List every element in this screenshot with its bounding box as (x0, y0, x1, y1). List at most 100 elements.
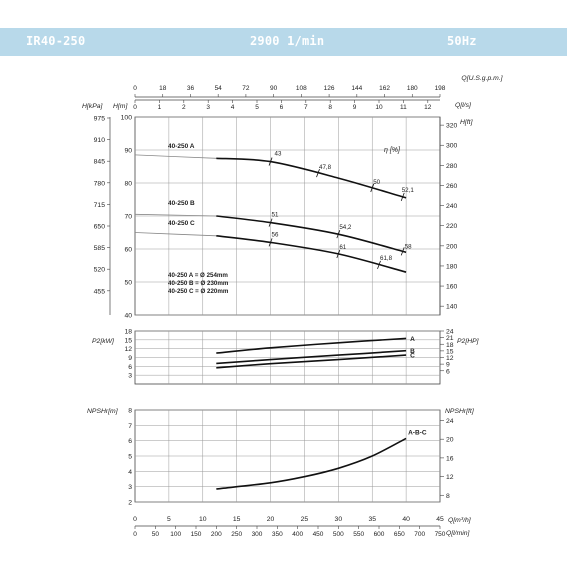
kpa-tick-label: 780 (94, 180, 106, 187)
impeller-legend-line: 40-250 B = Ø 230mm (168, 280, 229, 287)
ls-tick-label: 4 (231, 104, 235, 111)
ft-tick-label: 140 (446, 304, 458, 311)
q-lmin-tick-label: 350 (272, 531, 283, 538)
efficiency-mark-label: 51 (272, 212, 279, 219)
ls-tick-label: 0 (133, 104, 137, 111)
power-kw-tick: 6 (128, 364, 132, 371)
header-bar: IR40-250 2900 1/min 50Hz (0, 28, 567, 56)
q-m3h-tick-label: 40 (402, 516, 410, 523)
kpa-tick-label: 845 (94, 159, 106, 166)
q-m3h-tick-label: 25 (301, 516, 309, 523)
ls-tick-label: 7 (304, 104, 308, 111)
gpm-tick-label: 54 (215, 85, 223, 92)
efficiency-tick (268, 218, 273, 227)
q-m3h-axis-label: Q[m³/h] (448, 517, 472, 524)
head-m-tick: 70 (124, 214, 132, 221)
power-series-label: C (410, 353, 415, 360)
kpa-axis-label: H[kPa] (82, 103, 104, 110)
gpm-tick-label: 0 (133, 85, 137, 92)
ft-tick-label: 200 (446, 243, 458, 250)
head-series-label: 40-250 B (168, 200, 195, 207)
head-curve-40-250-a (216, 157, 407, 199)
efficiency-mark-label: 56 (272, 231, 279, 238)
ls-tick-label: 2 (182, 104, 186, 111)
power-curve-a (216, 337, 407, 354)
head-m-axis-label: H[m] (113, 103, 128, 110)
kpa-tick-label: 910 (94, 137, 106, 144)
q-lmin-tick-label: 100 (170, 531, 181, 538)
ls-tick-label: 10 (375, 104, 383, 111)
pump-model: IR40-250 (26, 34, 86, 48)
kpa-tick-label: 650 (94, 224, 106, 231)
power-kw-tick: 9 (128, 355, 132, 362)
ls-tick-label: 1 (158, 104, 162, 111)
ft-tick-label: 160 (446, 284, 458, 291)
power-hp-tick-label: 24 (446, 329, 454, 336)
efficiency-tick (400, 192, 405, 202)
kpa-tick-label: 975 (94, 116, 106, 123)
npsh-m-tick: 8 (128, 408, 132, 415)
npsh-m-axis-label: NPSHr[m] (87, 408, 119, 415)
efficiency-mark-label: 61 (339, 244, 346, 251)
q-lmin-tick-label: 750 (435, 531, 446, 538)
q-m3h-tick-label: 30 (335, 516, 343, 523)
ft-tick-label: 320 (446, 123, 458, 130)
q-lmin-tick-label: 450 (313, 531, 324, 538)
ls-tick-label: 3 (206, 104, 210, 111)
ft-tick-label: 240 (446, 203, 458, 210)
npsh-ft-tick-label: 8 (446, 493, 450, 500)
npsh-ft-tick-label: 24 (446, 418, 454, 425)
gpm-tick-label: 198 (435, 85, 446, 92)
gpm-tick-label: 18 (159, 85, 167, 92)
q-lmin-tick-label: 150 (191, 531, 202, 538)
efficiency-mark-label: 43 (275, 151, 282, 158)
head-curve-shutoff-40-250-c (134, 232, 217, 237)
npsh-m-tick: 6 (128, 438, 132, 445)
kpa-tick-label: 715 (94, 202, 106, 209)
kpa-tick-label: 455 (94, 288, 106, 295)
power-kw-tick: 15 (124, 337, 132, 344)
gpm-tick-label: 126 (324, 85, 335, 92)
q-lmin-tick-label: 650 (394, 531, 405, 538)
efficiency-tick (268, 157, 273, 166)
gpm-tick-label: 36 (187, 85, 195, 92)
gpm-tick-label: 90 (270, 85, 278, 92)
efficiency-mark-label: 61,8 (380, 255, 393, 262)
q-lmin-tick-label: 0 (133, 531, 137, 538)
power-hp-tick-label: 21 (446, 335, 454, 342)
q-m3h-tick-label: 20 (267, 516, 275, 523)
q-lmin-axis-label: Q[l/min] (446, 530, 471, 537)
gpm-axis-label: Q[U.S.g.p.m.] (461, 75, 503, 82)
head-m-tick: 100 (121, 115, 133, 122)
efficiency-mark-label: 54,2 (339, 224, 352, 231)
q-lmin-tick-label: 600 (374, 531, 385, 538)
q-lmin-tick-label: 50 (152, 531, 160, 538)
pump-speed: 2900 1/min (250, 34, 325, 48)
efficiency-mark-label: 58 (405, 243, 412, 250)
power-hp-tick-label: 15 (446, 348, 454, 355)
npsh-curve (216, 437, 407, 490)
npsh-m-tick: 5 (128, 454, 132, 461)
power-series-label: B (410, 348, 415, 355)
gpm-tick-label: 180 (407, 85, 418, 92)
efficiency-tick (268, 238, 273, 247)
head-m-tick: 60 (124, 247, 132, 254)
head-m-tick: 50 (124, 280, 132, 287)
ls-axis-label: Q[l/s] (455, 102, 472, 109)
npsh-ft-tick-label: 16 (446, 455, 454, 462)
efficiency-tick (377, 260, 381, 269)
power-kw-axis-label: P2[kW] (92, 338, 115, 345)
efficiency-mark-label: 50 (373, 179, 380, 186)
gpm-tick-label: 144 (351, 85, 362, 92)
power-series-label: A (410, 336, 415, 343)
q-lmin-tick-label: 250 (231, 531, 242, 538)
power-curve-b (216, 349, 407, 365)
q-lmin-tick-label: 700 (414, 531, 425, 538)
power-hp-tick-label: 12 (446, 355, 454, 362)
kpa-tick-label: 585 (94, 245, 106, 252)
power-hp-axis-label: P2[HP] (457, 338, 480, 345)
ft-tick-label: 180 (446, 263, 458, 270)
ls-tick-label: 6 (280, 104, 284, 111)
ft-tick-label: 220 (446, 223, 458, 230)
